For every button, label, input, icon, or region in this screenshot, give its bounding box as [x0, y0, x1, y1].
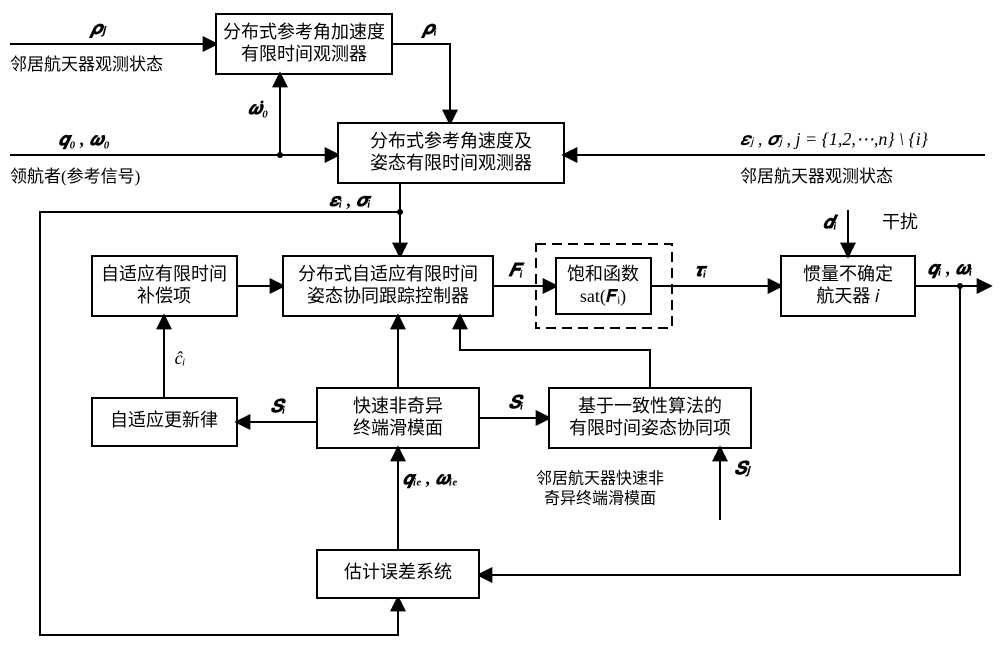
box-obs-accel-l1: 分布式参考角加速度 — [223, 22, 385, 42]
box-cons-l2: 有限时间姿态协同项 — [569, 418, 731, 438]
box-obs-accel-l2: 有限时间观测器 — [241, 44, 367, 64]
block-diagram: 𝝆ⱼ 邻居航天器观测状态 分布式参考角加速度 有限时间观测器 𝝆ᵢ 𝒒₀ , 𝝎… — [0, 0, 1000, 670]
label-neighbor-obs-right: 邻居航天器观测状态 — [740, 167, 893, 186]
label-rho-j: 𝝆ⱼ — [89, 18, 107, 38]
box-sc-l2: 航天器 𝑖 — [816, 286, 879, 306]
label-chat: ĉᵢ — [175, 348, 186, 368]
box-sat-l2: sat(𝑭ᵢ) — [580, 286, 626, 307]
label-qe-we: 𝒒ᵢₑ , 𝝎ᵢₑ — [402, 468, 457, 489]
label-si-right: 𝑺ᵢ — [508, 392, 524, 412]
box-sat-l1: 饱和函数 — [567, 264, 639, 284]
box-cons-l1: 基于一致性算法的 — [578, 396, 722, 416]
label-Fi: 𝑭ᵢ — [508, 260, 526, 280]
box-smc-l1: 快速非奇异 — [353, 396, 443, 416]
box-ctrl-l2: 姿态协同跟踪控制器 — [307, 286, 469, 306]
label-neighbor-smc1: 邻居航天器快速非 — [536, 470, 664, 488]
label-eps-sigma-j: 𝜺ⱼ , 𝝈ⱼ , j = {1,2,⋯,n} \ {i} — [740, 129, 929, 149]
box-err-l1: 估计误差系统 — [344, 562, 452, 582]
box-comp-l1: 自适应有限时间 — [101, 264, 227, 284]
box-comp-l2: 补偿项 — [137, 286, 191, 306]
label-neighbor-obs: 邻居航天器观测状态 — [10, 55, 163, 74]
box-law-l1: 自适应更新律 — [110, 410, 218, 430]
label-eps-sigma-i: 𝜺ᵢ , 𝝈ᵢ — [329, 190, 372, 210]
box-sc-l1: 惯量不确定 — [803, 264, 893, 284]
label-disturb: 干扰 — [882, 212, 918, 232]
junction-1 — [277, 152, 283, 158]
label-wdot0: 𝝎̇₀ — [248, 98, 269, 118]
box-ctrl-l1: 分布式自适应有限时间 — [298, 264, 478, 284]
label-neighbor-smc2: 奇异终端滑模面 — [544, 490, 656, 508]
arrow-cons-ctrl — [460, 316, 650, 388]
label-tau: 𝝉ᵢ — [693, 260, 708, 280]
label-di: 𝒅ᵢ — [823, 212, 839, 232]
label-si-left: 𝑺ᵢ — [270, 396, 286, 416]
box-obs-vel-att-l2: 姿态有限时间观测器 — [370, 153, 532, 173]
label-rho-i: 𝝆ᵢ — [421, 18, 437, 38]
arrow-obs1-obs2 — [392, 44, 450, 123]
junction-eps — [397, 209, 403, 215]
label-leader: 领航者(参考信号) — [10, 167, 140, 186]
label-q0w0: 𝒒₀ , 𝝎₀ — [58, 129, 110, 150]
label-sj: 𝑺ⱼ — [734, 458, 751, 478]
box-obs-vel-att-l1: 分布式参考角速度及 — [370, 131, 532, 151]
label-qi-wi: 𝒒ᵢ , 𝝎ᵢ — [927, 258, 972, 279]
box-smc-l2: 终端滑模面 — [353, 418, 443, 438]
